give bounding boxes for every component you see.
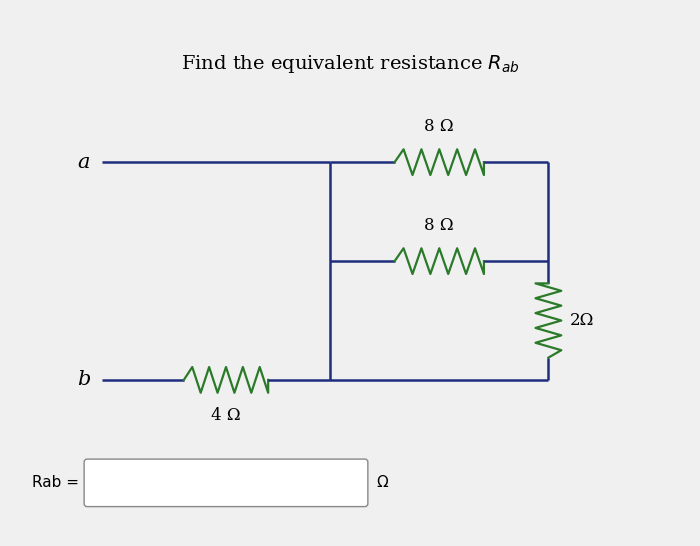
Text: 4 Ω: 4 Ω	[211, 407, 241, 424]
FancyBboxPatch shape	[84, 459, 368, 507]
Text: Find the equivalent resistance $R_{ab}$: Find the equivalent resistance $R_{ab}$	[181, 54, 519, 75]
Text: b: b	[77, 370, 90, 389]
Text: 8 Ω: 8 Ω	[424, 217, 454, 234]
Text: Rab =: Rab =	[32, 476, 79, 490]
Text: a: a	[78, 153, 90, 171]
Text: 2Ω: 2Ω	[570, 312, 594, 329]
Text: Ω: Ω	[377, 476, 389, 490]
Text: 8 Ω: 8 Ω	[424, 118, 454, 135]
